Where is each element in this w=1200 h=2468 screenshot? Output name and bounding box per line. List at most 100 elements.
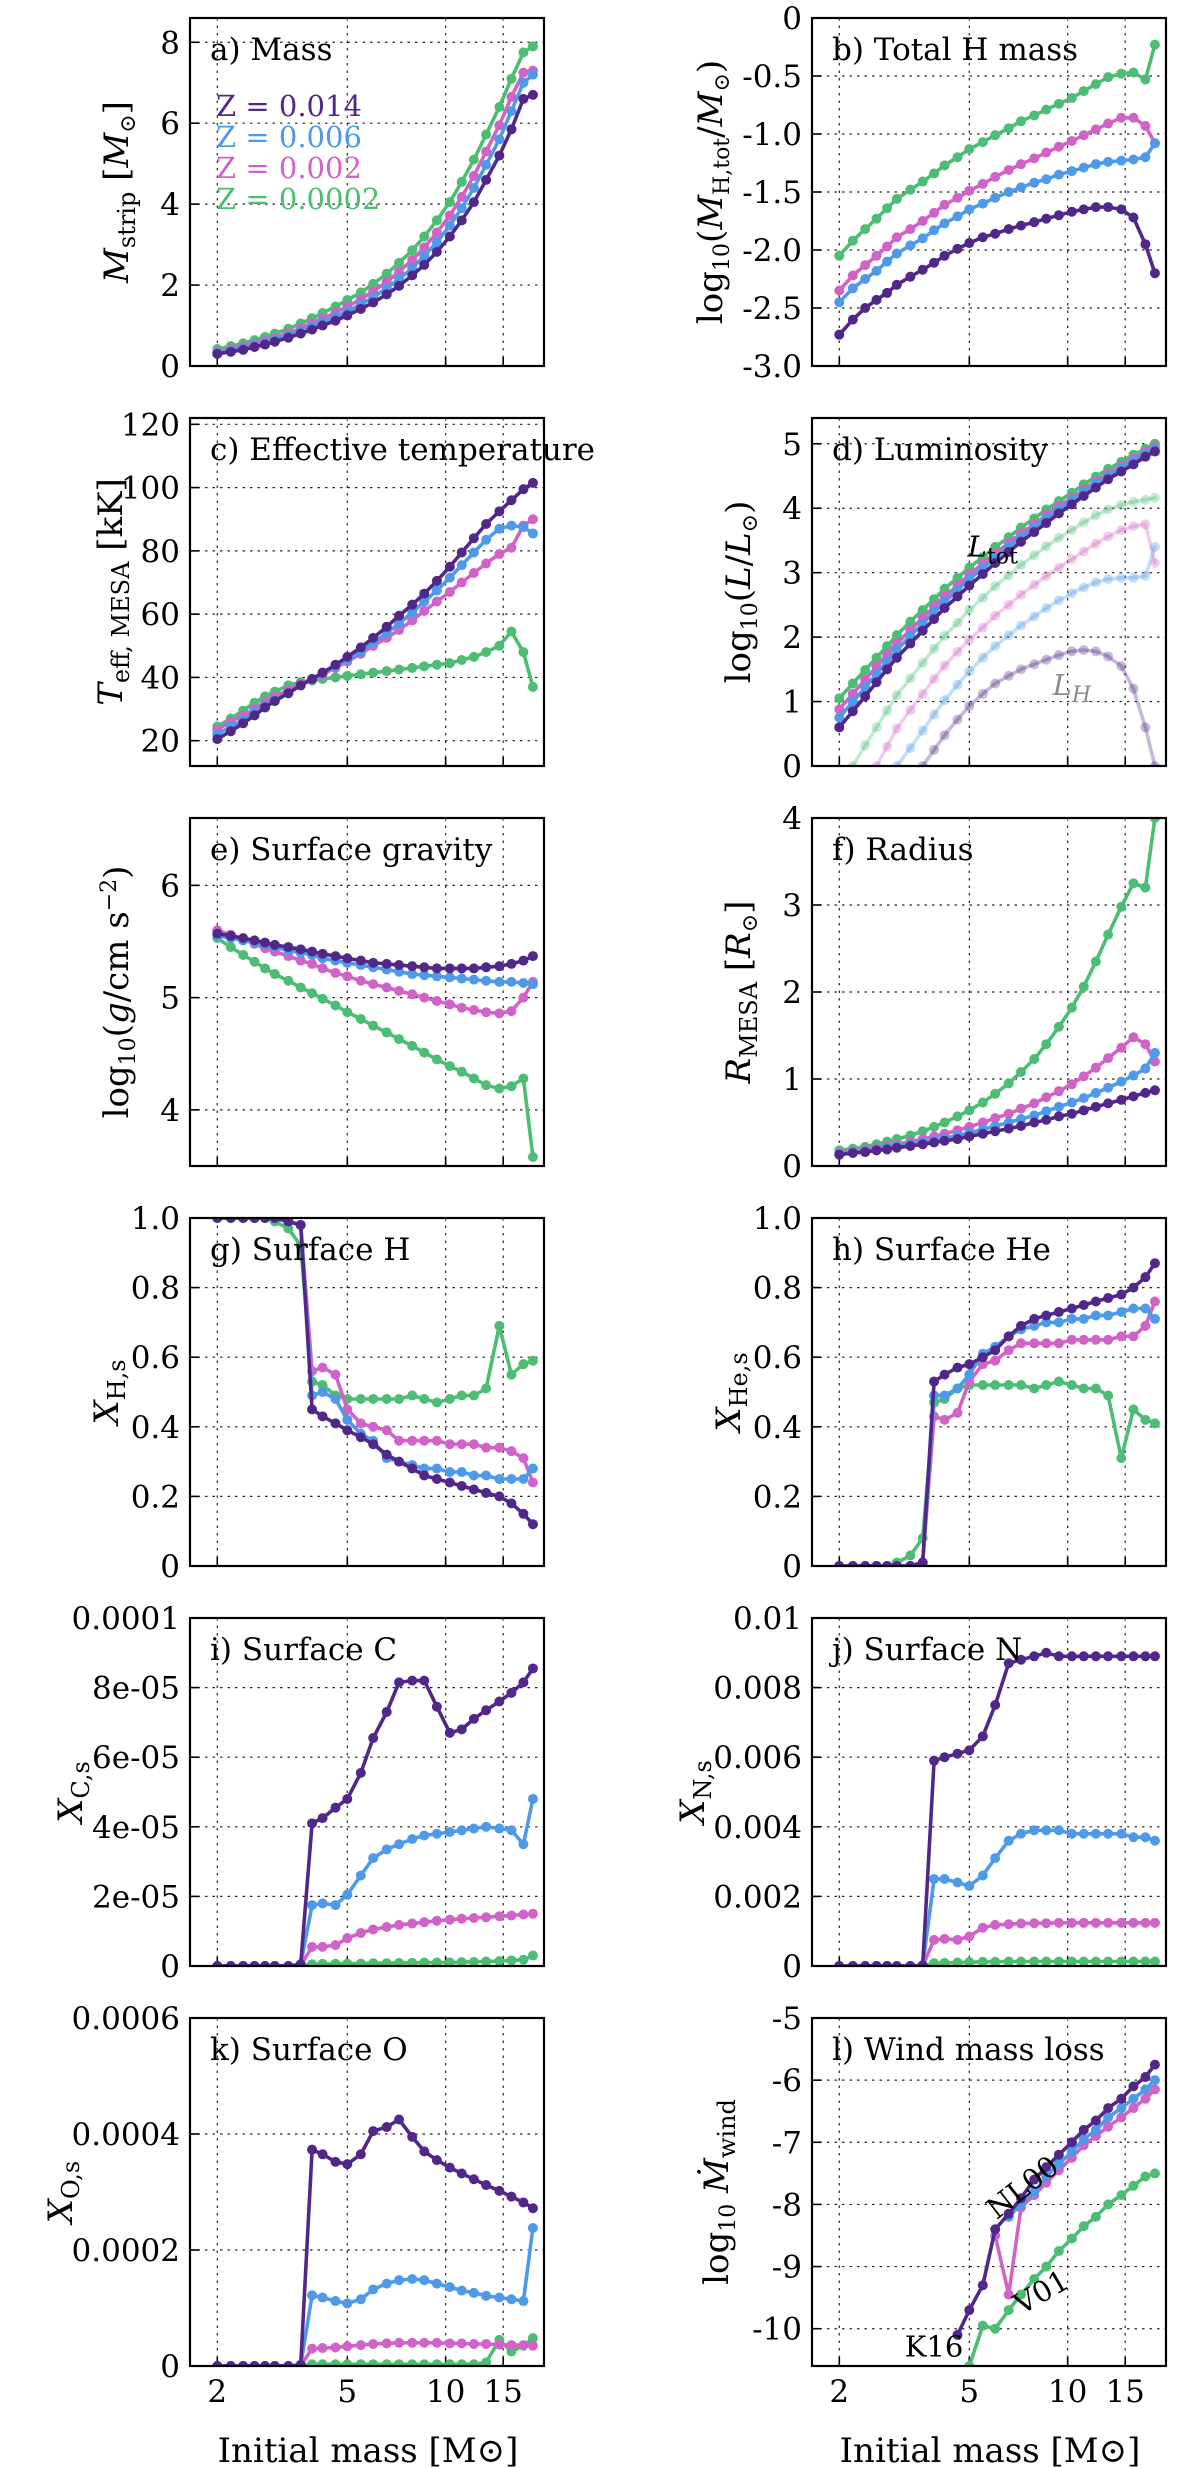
data-point — [494, 1442, 505, 1453]
legend-entry: Z = 0.002 — [216, 151, 362, 185]
data-point — [456, 2359, 467, 2366]
faded-point — [1090, 510, 1101, 521]
series-line-0014 — [837, 1261, 1157, 1566]
data-point — [952, 2329, 963, 2340]
y-tick-label: 3 — [782, 556, 802, 592]
data-point — [917, 1139, 928, 1150]
data-point — [407, 2337, 418, 2348]
faded-point — [1066, 588, 1077, 599]
faded-point — [952, 714, 963, 725]
data-point — [964, 1745, 975, 1756]
data-point — [468, 1004, 479, 1015]
panel-title: l) Wind mass loss — [832, 2032, 1105, 2068]
data-point — [307, 324, 318, 335]
data-point — [1029, 153, 1040, 164]
data-point — [518, 47, 529, 58]
data-point — [882, 256, 893, 267]
data-point — [355, 2149, 366, 2160]
data-point — [527, 514, 538, 525]
faded-point — [977, 652, 988, 663]
data-point — [1053, 98, 1064, 109]
faded-point — [1029, 659, 1040, 670]
data-point — [506, 958, 517, 969]
data-point — [419, 1047, 430, 1058]
annotation: K16 — [905, 2330, 964, 2364]
data-point — [929, 1137, 940, 1148]
data-point — [394, 1839, 405, 1850]
y-tick-label: -10 — [752, 2312, 802, 2348]
data-point — [1090, 1296, 1101, 1307]
data-point — [834, 704, 845, 715]
data-point — [905, 616, 916, 627]
data-point — [847, 270, 858, 281]
data-point — [444, 1957, 455, 1966]
faded-point — [1029, 579, 1040, 590]
data-point — [494, 2292, 505, 2303]
faded-point — [860, 740, 871, 751]
data-point — [444, 1727, 455, 1738]
data-point — [506, 1081, 517, 1092]
y-tick-label: 2 — [160, 268, 180, 304]
data-point — [431, 659, 442, 670]
data-point — [456, 191, 467, 202]
data-point — [342, 2341, 353, 2352]
data-point — [1003, 1345, 1014, 1356]
data-point — [1128, 1832, 1139, 1843]
data-point — [1090, 79, 1101, 90]
data-point — [1016, 1120, 1027, 1131]
data-point — [506, 495, 517, 506]
data-point — [952, 1134, 963, 1145]
data-point — [468, 1956, 479, 1966]
data-point — [260, 2361, 271, 2366]
data-point — [1053, 1338, 1064, 1349]
data-point — [283, 2361, 294, 2366]
data-point — [407, 599, 418, 610]
data-point — [1128, 1032, 1139, 1043]
data-point — [283, 688, 294, 699]
data-point — [527, 1477, 538, 1488]
data-point — [871, 1561, 882, 1566]
data-point — [269, 969, 280, 980]
data-point — [394, 1677, 405, 1688]
data-point — [419, 1957, 430, 1966]
data-point — [1149, 2084, 1160, 2095]
data-point — [444, 231, 455, 242]
data-point — [317, 320, 328, 331]
data-point — [330, 1802, 341, 1813]
data-point — [1116, 204, 1127, 215]
data-point — [342, 1889, 353, 1900]
data-point — [1103, 1098, 1114, 1109]
faded-point — [929, 744, 940, 755]
data-point — [307, 2144, 318, 2155]
plot-area-a — [212, 41, 538, 359]
data-point — [381, 1393, 392, 1404]
data-point — [368, 1393, 379, 1404]
data-point — [444, 1439, 455, 1450]
data-point — [468, 547, 479, 558]
data-point — [368, 297, 379, 308]
faded-point — [977, 688, 988, 699]
faded-point — [1016, 589, 1027, 600]
data-point — [1016, 2193, 1027, 2204]
data-point — [1090, 1383, 1101, 1394]
axes-frame — [188, 16, 546, 368]
panel-title: e) Surface gravity — [210, 832, 493, 868]
data-point — [468, 2174, 479, 2185]
y-tick-label: 0.2 — [753, 1479, 802, 1515]
data-point — [330, 672, 341, 683]
data-point — [1128, 1282, 1139, 1293]
data-point — [481, 1080, 492, 1091]
data-point — [307, 2343, 318, 2354]
data-point — [394, 280, 405, 291]
faded-point — [1041, 570, 1052, 581]
data-point — [407, 969, 418, 980]
data-point — [527, 2222, 538, 2233]
data-point — [456, 203, 467, 214]
data-point — [494, 976, 505, 987]
data-point — [494, 1696, 505, 1707]
data-point — [929, 1958, 940, 1966]
data-point — [1078, 1917, 1089, 1928]
data-point — [481, 2338, 492, 2349]
data-point — [1116, 2093, 1127, 2104]
